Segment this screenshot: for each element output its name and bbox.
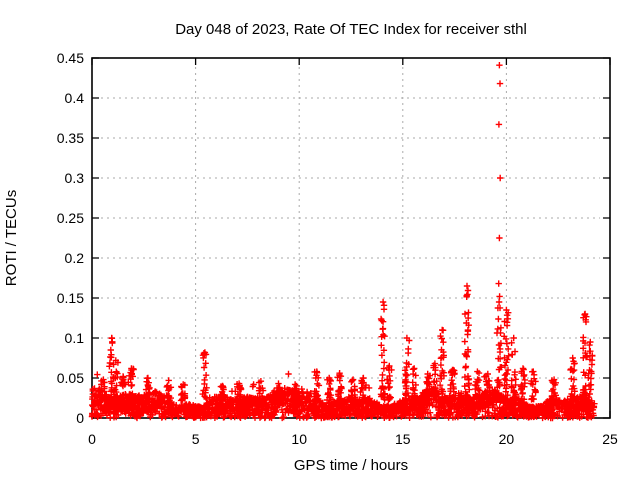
y-axis-label: ROTI / TECUs [3,190,20,286]
y-tick-label: 0.3 [65,170,85,186]
axis-ticks [91,57,611,419]
x-tick-label: 20 [499,431,515,447]
x-axis-label: GPS time / hours [294,457,408,474]
chart-title: Day 048 of 2023, Rate Of TEC Index for r… [175,21,527,38]
plot-border [91,57,611,419]
x-tick-label: 25 [602,431,618,447]
y-tick-label: 0.4 [65,90,85,106]
x-tick-label: 5 [192,431,200,447]
grid-lines [101,67,600,409]
y-tick-label: 0.15 [57,290,84,306]
y-tick-label: 0.2 [65,250,85,266]
data-points [88,62,598,422]
y-tick-label: 0.45 [57,50,84,66]
y-tick-label: 0.35 [57,130,84,146]
y-axis-tick-labels: 0 0.05 0.1 0.15 0.2 0.25 0.3 0.35 0.4 0.45 [57,50,84,426]
y-tick-label: 0 [76,410,84,426]
x-axis-tick-labels: 0 5 10 15 20 25 [88,431,618,447]
x-tick-label: 10 [291,431,307,447]
x-tick-label: 15 [395,431,411,447]
y-tick-label: 0.25 [57,210,84,226]
y-tick-label: 0.05 [57,370,84,386]
y-tick-label: 0.1 [65,330,85,346]
x-tick-label: 0 [88,431,96,447]
